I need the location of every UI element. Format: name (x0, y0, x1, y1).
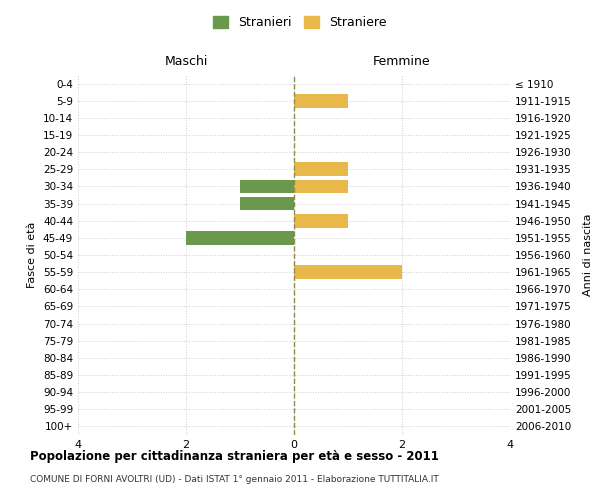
Bar (240, 196, 294, 210)
Bar (240, 180, 294, 194)
Y-axis label: Anni di nascita: Anni di nascita (583, 214, 593, 296)
Bar (294, 214, 348, 228)
Y-axis label: Fasce di età: Fasce di età (28, 222, 37, 288)
Legend: Stranieri, Straniere: Stranieri, Straniere (208, 11, 392, 34)
Bar (186, 231, 294, 244)
Text: Maschi: Maschi (164, 55, 208, 68)
Bar (294, 180, 348, 194)
Bar (294, 162, 348, 176)
Text: Popolazione per cittadinanza straniera per età e sesso - 2011: Popolazione per cittadinanza straniera p… (30, 450, 439, 463)
Bar (294, 94, 348, 108)
Text: COMUNE DI FORNI AVOLTRI (UD) - Dati ISTAT 1° gennaio 2011 - Elaborazione TUTTITA: COMUNE DI FORNI AVOLTRI (UD) - Dati ISTA… (30, 475, 439, 484)
Text: Femmine: Femmine (373, 55, 431, 68)
Bar (294, 266, 402, 279)
